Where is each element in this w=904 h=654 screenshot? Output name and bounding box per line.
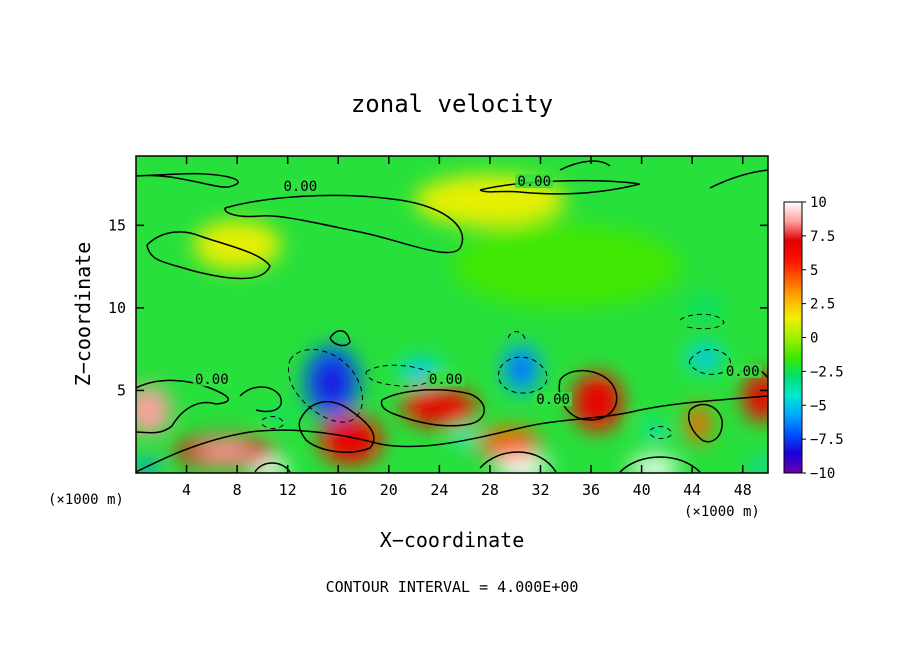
contour-label: 0.00 bbox=[536, 392, 570, 408]
field-feature bbox=[452, 225, 680, 308]
contour-line bbox=[239, 386, 283, 413]
contour-line bbox=[498, 356, 548, 394]
contour-line bbox=[365, 364, 433, 387]
plot-area: 0.00 0.000.00 0.000.000.00 4 8 12 16 20 24 28 32 3… bbox=[108, 155, 769, 499]
colorbar-gradient bbox=[783, 201, 803, 474]
chart-title: zonal velocity bbox=[351, 90, 553, 118]
field-feature-core bbox=[136, 396, 162, 424]
x-axis-label: X−coordinate bbox=[380, 528, 525, 552]
colorbar-tick-label: −2.5 bbox=[810, 364, 844, 380]
contour-line bbox=[479, 451, 557, 473]
contour-label: 0.00 bbox=[517, 174, 551, 190]
colorbar: 10 7.5 5 2.5 0 −2.5 −5 −7.5 −10 bbox=[783, 195, 844, 482]
x-tick-label: 24 bbox=[430, 481, 448, 499]
plot-frame bbox=[135, 155, 769, 474]
contour-interval-note: CONTOUR INTERVAL = 4.000E+00 bbox=[326, 578, 579, 596]
x-tick-label: 48 bbox=[734, 481, 752, 499]
contour-line bbox=[329, 330, 351, 347]
contour-label-bg bbox=[534, 392, 573, 406]
x-tick-label: 20 bbox=[380, 481, 398, 499]
x-axis-unit-right: (×1000 m) bbox=[684, 504, 760, 520]
contour-line bbox=[136, 172, 239, 188]
contour-line bbox=[224, 194, 464, 254]
negative-contours bbox=[261, 313, 731, 439]
colorbar-tick-label: 7.5 bbox=[810, 229, 835, 245]
contour-line bbox=[559, 160, 611, 171]
colorbar-tick-label: 0 bbox=[810, 331, 818, 347]
colorbar-tick-label: −7.5 bbox=[810, 432, 844, 448]
contour-label-bg bbox=[281, 179, 320, 193]
colorbar-tick-label: −10 bbox=[810, 466, 835, 482]
field-feature-core bbox=[333, 426, 369, 454]
contour-line bbox=[380, 389, 485, 427]
field-feature-core bbox=[506, 459, 537, 473]
y-tick-label: 5 bbox=[117, 381, 126, 399]
field-feature-core bbox=[694, 349, 716, 366]
contour-label-bg bbox=[723, 363, 762, 378]
contour-line bbox=[146, 231, 271, 280]
x-tick-label: 36 bbox=[582, 481, 600, 499]
x-tick-label: 8 bbox=[233, 481, 242, 499]
x-axis-unit-left: (×1000 m) bbox=[48, 492, 124, 508]
colorbar-tick-label: 10 bbox=[810, 195, 827, 211]
contour-label-bg bbox=[192, 372, 231, 387]
x-tick-label: 32 bbox=[531, 481, 549, 499]
field-feature bbox=[685, 403, 712, 444]
contour-line bbox=[507, 331, 527, 343]
field-feature-core bbox=[418, 396, 461, 418]
contour-line bbox=[558, 369, 618, 421]
field-feature bbox=[687, 296, 723, 320]
contour-label: 0.00 bbox=[195, 372, 229, 388]
contour-line bbox=[689, 349, 731, 375]
y-tick-label: 10 bbox=[108, 299, 126, 317]
colorbar-tick-label: 2.5 bbox=[810, 297, 835, 313]
field-feature bbox=[262, 408, 288, 429]
field-feature bbox=[192, 220, 282, 270]
contour-line bbox=[298, 401, 375, 453]
contour-label: 0.00 bbox=[283, 179, 317, 195]
contour-label-bg bbox=[426, 372, 465, 387]
field-feature-core bbox=[640, 461, 669, 473]
field-feature-core bbox=[196, 442, 253, 461]
x-tick-label: 12 bbox=[279, 481, 297, 499]
field-feature-core bbox=[316, 362, 348, 403]
contour-labels: 0.00 0.00 0.00 0.00 0.00 0.00 bbox=[192, 174, 762, 408]
y-tick-label: 15 bbox=[108, 216, 126, 234]
colorbar-tick-label: −5 bbox=[810, 398, 827, 414]
contour-label-bg bbox=[515, 174, 554, 189]
x-tick-label: 28 bbox=[481, 481, 499, 499]
x-tick-label: 4 bbox=[182, 481, 191, 499]
contour-line bbox=[136, 395, 768, 473]
y-axis-label: Z−coordinate bbox=[71, 242, 95, 387]
contour-line bbox=[679, 313, 725, 330]
x-axis: 4 8 12 16 20 24 28 32 36 40 44 48 bbox=[182, 156, 752, 499]
colorbar-tick-label: 5 bbox=[810, 263, 818, 279]
field-feature-core bbox=[511, 355, 532, 383]
contour-label: 0.00 bbox=[726, 364, 760, 380]
x-tick-label: 44 bbox=[683, 481, 701, 499]
contour-line bbox=[619, 456, 701, 473]
x-tick-label: 40 bbox=[633, 481, 651, 499]
field-feature-core bbox=[583, 385, 612, 419]
field-feature-core bbox=[756, 461, 768, 471]
x-tick-label: 16 bbox=[329, 481, 347, 499]
contour-line bbox=[688, 403, 723, 443]
field-feature bbox=[477, 426, 541, 460]
contour-line bbox=[709, 169, 768, 189]
velocity-field bbox=[136, 174, 768, 473]
colorbar-ticks: 10 7.5 5 2.5 0 −2.5 −5 −7.5 −10 bbox=[802, 195, 844, 482]
contour-label: 0.00 bbox=[429, 372, 463, 388]
contour-line bbox=[136, 379, 229, 434]
y-axis: 5 10 15 bbox=[108, 216, 768, 399]
field-feature bbox=[452, 426, 478, 447]
